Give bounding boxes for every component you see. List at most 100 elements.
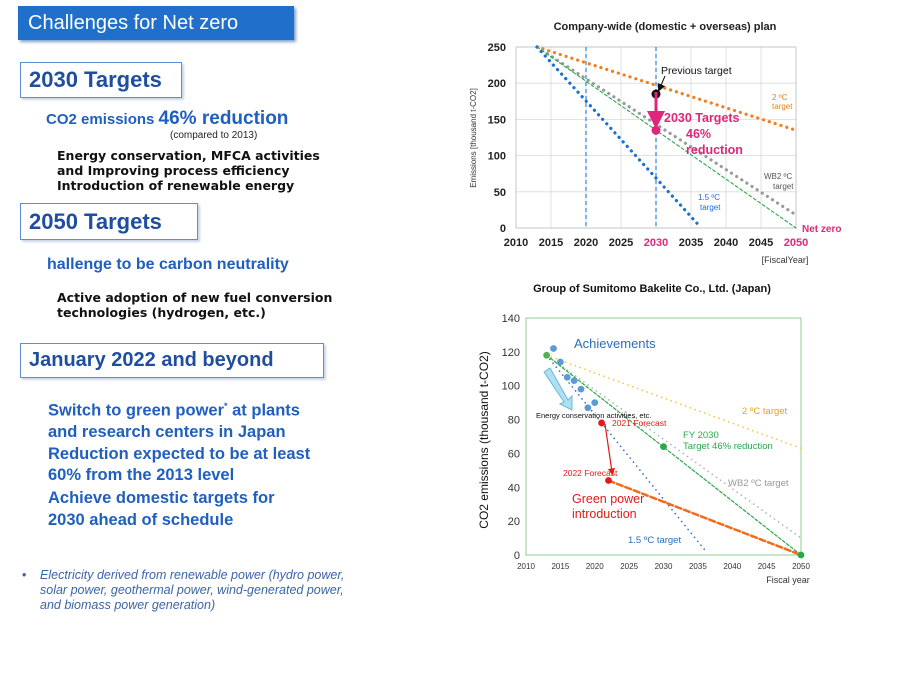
chart1-2c-line1: 2 ºC — [772, 93, 788, 102]
chart2-plot-frame — [525, 317, 802, 556]
chart1-xlabel: [FiscalYear] — [762, 255, 809, 265]
chart1-net-zero-label: Net zero — [802, 224, 841, 235]
chart2-forecast-arrow — [604, 423, 616, 476]
chart1-xtick-label: 2015 — [539, 237, 563, 249]
chart1-xtick-label: 2035 — [679, 237, 703, 249]
chart2-ytick-label: 20 — [508, 516, 520, 528]
chart2-xtick-label: 2035 — [689, 562, 707, 571]
heading-january-2022: January 2022 and beyond — [20, 343, 324, 378]
chart2-xtick-label: 2010 — [517, 562, 535, 571]
chart1-2c-line2: target — [772, 102, 793, 111]
chart2-point — [797, 551, 805, 559]
heading-2030-targets: 2030 Targets — [20, 62, 182, 98]
chart1-15c-line1: 1.5 ºC — [698, 193, 720, 202]
chart1-series-line — [535, 45, 798, 217]
chart2-energy-conservation-label: Energy conservation activities, etc. — [536, 411, 651, 420]
bullet-line: Introduction of renewable energy — [57, 178, 295, 193]
chart1-ytick-label: 200 — [488, 78, 506, 90]
chart2-point — [605, 477, 612, 484]
chart1-xtick-label: 2025 — [609, 237, 633, 249]
chart1-targets-line1: 2030 Targets — [664, 111, 740, 125]
chart1-xtick-label: 2040 — [714, 237, 738, 249]
chart2-green-line2: introduction — [572, 507, 637, 521]
co2-value: 46% reduction — [158, 108, 289, 129]
chart1-xtick-label: 2020 — [574, 237, 598, 249]
bullet-line: Energy conservation, MFCA activities — [57, 148, 320, 163]
chart1-ytick-label: 100 — [488, 151, 506, 163]
chart1-xtick-label: 2050 — [784, 237, 808, 249]
chart1-previous-target-label: Previous target — [661, 65, 732, 77]
chart2-green-line1: Green power — [572, 492, 644, 506]
chart2-xtick-label: 2015 — [551, 562, 569, 571]
chart2-2021-forecast-label: 2021 Forecast — [612, 418, 667, 428]
chart1-wb2-line1: WB2 ºC — [764, 172, 792, 181]
chart2-title: Group of Sumitomo Bakelite Co., Ltd. (Ja… — [533, 283, 771, 295]
chart2-wb2-label: WB2 ºC target — [728, 478, 789, 489]
chart2-achievement-point — [550, 345, 557, 352]
chart1-series-line — [536, 46, 797, 229]
para-line: Reduction expected to be at least — [48, 444, 311, 463]
chart2-fy2030-line2: Target 46% reduction — [683, 441, 773, 452]
chart2-ytick-label: 60 — [508, 448, 520, 460]
chart2-achievement-point — [577, 385, 585, 393]
chart1-ytick-label: 150 — [488, 114, 506, 126]
chart2-achievement-point — [563, 373, 571, 381]
chart1-ytick-label: 50 — [494, 187, 506, 199]
chart1-targets-line2: 46% — [686, 127, 711, 141]
para-line: 2030 ahead of schedule — [48, 510, 234, 529]
company-wide-plan-chart: Company-wide (domestic + overseas) plan … — [469, 21, 841, 265]
chart2-downward-arrow — [543, 367, 573, 411]
chart2-xtick-label: 2030 — [655, 562, 673, 571]
chart2-ytick-label: 100 — [502, 381, 520, 393]
chart2-xtick-label: 2045 — [758, 562, 776, 571]
bullet-line: and Improving process efficiency — [57, 163, 290, 178]
para-line-end: at plants — [227, 401, 300, 420]
chart2-achievement-point — [570, 377, 578, 385]
chart2-xtick-label: 2020 — [586, 562, 604, 571]
chart1-series-line — [535, 45, 798, 132]
bullets-2030: Energy conservation, MFCA activities and… — [57, 148, 320, 193]
chart2-series-line — [545, 354, 706, 551]
chart2-xtick-label: 2025 — [620, 562, 638, 571]
footnote-bullet: • — [22, 568, 27, 582]
chart2-series-line — [545, 354, 802, 450]
chart2-series-line — [546, 354, 802, 556]
chart1-xtick-label: 2010 — [504, 237, 528, 249]
chart2-ytick-label: 140 — [502, 313, 520, 325]
chart1-point — [651, 125, 661, 135]
footnote-line: and biomass power generation) — [40, 598, 216, 612]
slide-title: Challenges for Net zero — [18, 6, 294, 40]
chart2-series-line — [607, 479, 803, 557]
footnote-line: Electricity derived from renewable power… — [40, 568, 345, 582]
chart2-fy2030-line1: FY 2030 — [683, 430, 719, 441]
chart2-ytick-label: 120 — [502, 347, 520, 359]
para-line: Achieve domestic targets for — [48, 489, 275, 507]
chart2-2c-label: 2 ºC target — [742, 406, 788, 417]
chart2-xtick-label: 2050 — [792, 562, 810, 571]
sumitomo-bakelite-chart: 2010 2015 2020 2025 2030 2035 2040 2045 20500204… — [477, 313, 810, 585]
chart1-ylabel: Emissions [thousand t-CO2] — [469, 88, 478, 188]
bullets-2050: Active adoption of new fuel conversion t… — [57, 290, 332, 320]
para-line: 60% from the 2013 level — [48, 466, 235, 484]
carbon-neutrality-line: hallenge to be carbon neutrality — [47, 256, 289, 273]
chart1-15c-line2: target — [700, 203, 721, 212]
chart2-ylabel: CO2 emissions (thousand t-CO2) — [477, 351, 491, 528]
chart2-ytick-label: 40 — [508, 482, 520, 494]
chart2-achievement-point — [556, 358, 564, 366]
chart1-xtick-label: 2030 — [644, 237, 668, 249]
chart1-ytick-label: 250 — [488, 42, 506, 54]
chart2-2022-forecast-label: 2022 Forecast — [563, 468, 618, 478]
chart2-ytick-label: 80 — [508, 415, 520, 427]
chart2-point — [543, 351, 551, 359]
domestic-targets-paragraph: Achieve domestic targets for 2030 ahead … — [48, 488, 275, 531]
chart2-15c-label: 1.5 ºC target — [628, 535, 681, 546]
chart2-xlabel: Fiscal year — [766, 575, 810, 585]
footnote-line: solar power, geothermal power, wind-gene… — [40, 583, 344, 597]
heading-2050-targets: 2050 Targets — [20, 203, 198, 240]
chart1-xtick-label: 2045 — [749, 237, 773, 249]
chart1-title: Company-wide (domestic + overseas) plan — [554, 21, 777, 33]
chart2-ytick-label: 0 — [514, 550, 520, 562]
chart1-previous-arrow — [657, 75, 666, 92]
co2-reduction-line: CO2 emissions 46% reduction — [46, 108, 288, 130]
para-line: and research centers in Japan — [48, 423, 286, 441]
